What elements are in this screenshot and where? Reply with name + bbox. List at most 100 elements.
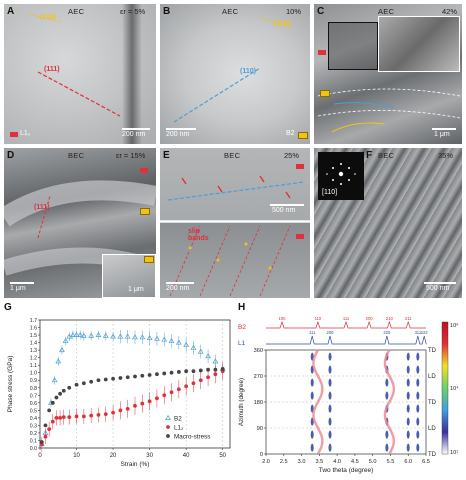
panel-b-phase: AEC: [222, 7, 239, 16]
h-ytick-label: 360: [254, 348, 263, 354]
g-point-b2: [212, 358, 219, 364]
h-spot-l12: [406, 417, 410, 426]
panel-e-marker-red-top: [296, 164, 304, 169]
panel-d-micrograph: D BEC εr = 15% (111) 1 μm 1 μm: [4, 148, 156, 298]
panel-f-strain: 35%: [438, 151, 454, 160]
panel-d-marker-red: [140, 168, 148, 173]
g-point-macro: [43, 423, 48, 428]
panel-f-scale: 500 nm: [426, 285, 450, 292]
h-peak-label: 200: [327, 330, 335, 335]
g-point-macro: [140, 373, 145, 378]
g-point-b2: [161, 336, 168, 342]
panel-a-legend: L1₂: [20, 130, 31, 137]
panel-a-scale: 200 nm: [122, 131, 146, 138]
h-band-b2: [312, 349, 324, 455]
g-point-b2: [168, 337, 175, 344]
g-point-macro: [184, 369, 189, 374]
panel-e-phase: BEC: [224, 151, 241, 160]
panel-c-micrograph: C AEC 42% 1 μm: [314, 4, 462, 144]
panel-a-scalebar: [122, 128, 150, 130]
h-spot-l12: [416, 443, 420, 452]
g-point-macro: [39, 440, 44, 444]
panel-d-inset-marker: [144, 256, 154, 263]
panel-f-phase: BEC: [378, 151, 395, 160]
g-ytick-label: 0.0: [30, 446, 37, 452]
g-point-macro: [50, 400, 55, 405]
g-point-b2: [66, 333, 73, 339]
g-point-macro: [155, 372, 159, 377]
g-point-macro: [198, 368, 203, 373]
h-side-label: TD: [428, 452, 437, 458]
g-ytick-label: 0.8: [30, 386, 37, 392]
panel-a-micrograph: A AEC εr = 5% (111) (110) L1₂ 200 nm: [4, 4, 156, 144]
g-point-macro: [96, 378, 101, 383]
h-xtick-label: 5.0: [369, 459, 377, 465]
g-point-b2: [175, 339, 182, 345]
h-ytick-label: 270: [254, 374, 263, 380]
panel-e-scalebar-bottom: [166, 282, 194, 284]
panel-g-label: G: [4, 302, 12, 313]
g-point-l12: [118, 408, 123, 413]
panel-c-label: C: [317, 6, 325, 17]
g-point-macro: [81, 381, 86, 386]
g-point-macro: [74, 382, 79, 387]
h-xtick-label: 6.0: [404, 459, 412, 465]
h-spot-l12: [385, 443, 389, 452]
panel-d-scalebar: [10, 282, 34, 284]
g-legend-marker: [165, 414, 171, 420]
h-spot-l12: [385, 430, 389, 439]
g-point-l12: [89, 413, 94, 418]
g-point-l12: [81, 414, 86, 419]
panel-b-legend-marker: [298, 132, 308, 139]
g-point-l12: [169, 390, 174, 395]
g-ytick-label: 1.2: [30, 356, 37, 362]
h-side-label: LD: [428, 426, 436, 432]
h-xtick-label: 2.0: [262, 459, 270, 465]
h-ytick-label: 0: [260, 452, 263, 458]
h-ytick-label: 180: [254, 400, 263, 406]
g-point-b2: [73, 331, 80, 338]
h-spot-l12: [328, 404, 332, 413]
g-point-macro: [54, 395, 59, 400]
g-xtick-label: 10: [73, 453, 80, 459]
g-ytick-label: 1.6: [30, 326, 37, 332]
g-point-l12: [133, 403, 137, 408]
h-spot-l12: [328, 417, 332, 426]
panel-f-zone-axis: [110]: [322, 189, 338, 196]
panel-b-legend: B2: [286, 130, 295, 137]
panel-e-label: E: [163, 150, 170, 161]
g-ytick-label: 0.3: [30, 423, 37, 429]
g-xtick-label: 0: [38, 453, 42, 459]
panel-b-micrograph: B AEC 10% (110) (110) 200 nm B2: [160, 4, 310, 144]
g-point-l12: [58, 415, 62, 420]
h-spot-l12: [328, 352, 332, 361]
g-legend-marker: [166, 425, 170, 429]
g-point-l12: [125, 406, 130, 411]
g-ytick-label: 0.1: [30, 438, 37, 444]
g-ytick-label: 1.5: [30, 333, 37, 339]
g-point-b2: [59, 347, 65, 353]
h-spot-l12: [406, 391, 410, 400]
h-peak-label: 110: [315, 316, 322, 321]
panel-a-plane-111: (111): [44, 66, 60, 73]
panel-b-overlay: [173, 17, 295, 123]
g-point-b2: [62, 337, 69, 344]
g-point-macro: [169, 370, 174, 375]
panel-b-strain: 10%: [286, 7, 302, 16]
h-spot-l12: [406, 430, 410, 439]
h-spot-l12: [328, 365, 332, 374]
h-peak-label: 111: [309, 330, 316, 335]
h-ytick-label: 90: [257, 426, 263, 432]
g-point-b2: [55, 358, 62, 364]
h-side-label: TD: [428, 400, 437, 406]
h-xtick-label: 6.5: [422, 459, 430, 465]
h-spot-l12: [406, 443, 410, 452]
panel-e-scalebar-top: [270, 204, 304, 206]
h-spot-l12: [416, 404, 420, 413]
g-ytick-label: 1.3: [30, 348, 37, 354]
h-peak-label: 100: [279, 316, 287, 321]
panel-b-plane-110: (110): [240, 68, 256, 75]
panel-e-strain: 25%: [284, 151, 300, 160]
panel-e-marker-red-bottom: [296, 234, 304, 239]
h-band-b2: [383, 349, 396, 455]
